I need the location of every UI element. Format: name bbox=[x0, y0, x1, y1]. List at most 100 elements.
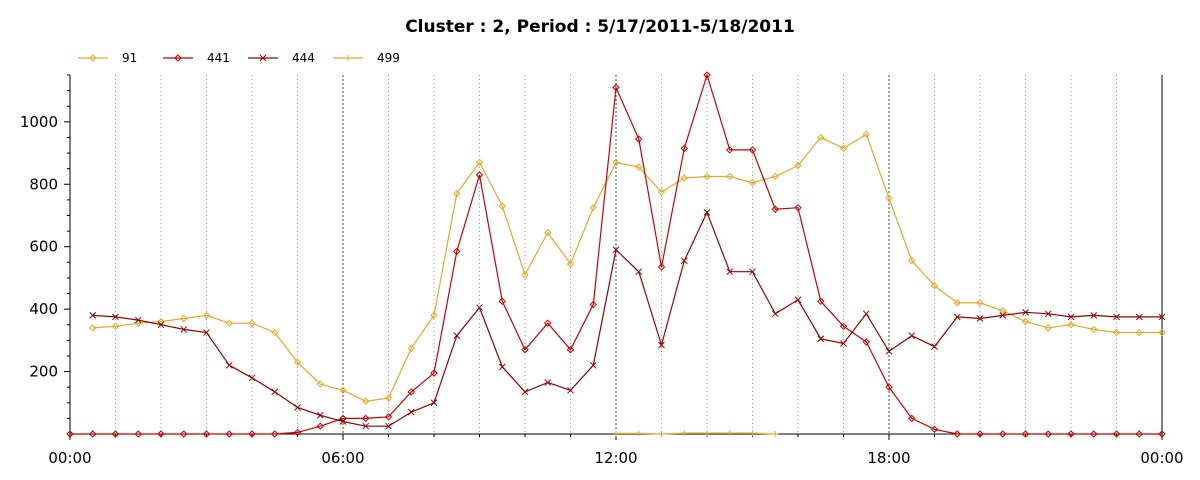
legend-marker bbox=[89, 54, 97, 62]
data-point bbox=[1112, 328, 1121, 337]
series-499 bbox=[613, 430, 779, 437]
chart-title: Cluster : 2, Period : 5/17/2011-5/18/201… bbox=[405, 17, 795, 37]
data-point bbox=[202, 311, 211, 320]
data-point bbox=[794, 203, 802, 212]
data-point bbox=[1044, 324, 1052, 332]
series-441 bbox=[66, 71, 1166, 438]
legend-label: 91 bbox=[122, 51, 137, 65]
data-point bbox=[862, 310, 870, 318]
data-point bbox=[498, 363, 506, 371]
legend-item: 444 bbox=[248, 51, 315, 65]
data-point bbox=[476, 304, 483, 311]
data-point bbox=[384, 394, 393, 402]
data-point bbox=[1021, 317, 1030, 326]
data-point bbox=[407, 344, 415, 352]
data-point bbox=[430, 369, 438, 377]
data-point bbox=[999, 312, 1007, 319]
data-point bbox=[999, 306, 1007, 315]
data-point bbox=[157, 430, 165, 438]
data-point bbox=[248, 319, 256, 327]
data-point bbox=[89, 312, 97, 319]
data-point bbox=[748, 178, 757, 187]
y-tick-label: 1000 bbox=[20, 113, 58, 131]
data-point bbox=[862, 338, 870, 346]
data-point bbox=[180, 326, 188, 333]
y-tick-label: 200 bbox=[29, 363, 58, 381]
data-point bbox=[908, 332, 916, 340]
x-tick-label: 00:00 bbox=[48, 449, 91, 467]
legend: 91 441 444 499 bbox=[78, 51, 400, 65]
data-point bbox=[612, 246, 620, 254]
series-line bbox=[70, 72, 1162, 435]
y-tick-label: 400 bbox=[29, 300, 58, 318]
data-point bbox=[589, 361, 597, 369]
data-point bbox=[817, 335, 825, 343]
data-point bbox=[840, 340, 847, 347]
data-point bbox=[908, 257, 916, 265]
data-point bbox=[293, 428, 302, 437]
data-point bbox=[635, 135, 643, 143]
data-point bbox=[817, 297, 825, 306]
data-point bbox=[544, 228, 552, 237]
data-point bbox=[749, 268, 756, 276]
data-point bbox=[294, 404, 301, 411]
data-point bbox=[453, 332, 461, 340]
data-point bbox=[635, 430, 642, 437]
data-point bbox=[1135, 313, 1143, 321]
data-point bbox=[180, 314, 188, 323]
data-point bbox=[203, 329, 210, 336]
data-point bbox=[339, 418, 347, 425]
data-point bbox=[885, 383, 893, 391]
x-tick-label: 00:00 bbox=[1140, 449, 1183, 467]
x-tick-label: 12:00 bbox=[594, 449, 637, 467]
data-point bbox=[976, 299, 984, 307]
data-point bbox=[953, 430, 961, 438]
data-point bbox=[567, 386, 574, 394]
series-444 bbox=[89, 209, 1166, 430]
data-point bbox=[316, 411, 324, 419]
data-point bbox=[862, 130, 870, 139]
data-point bbox=[362, 422, 370, 430]
data-point bbox=[976, 315, 984, 322]
data-point bbox=[1158, 313, 1166, 321]
data-point bbox=[703, 209, 711, 216]
data-point bbox=[111, 322, 120, 331]
legend-label: 444 bbox=[292, 51, 315, 65]
data-point bbox=[111, 430, 120, 438]
plot-background bbox=[70, 75, 1162, 434]
data-point bbox=[726, 172, 734, 181]
data-point bbox=[339, 386, 347, 395]
data-point bbox=[885, 347, 893, 355]
data-point bbox=[976, 430, 984, 438]
data-point bbox=[498, 297, 506, 306]
legend-item: 499 bbox=[333, 51, 400, 65]
data-point bbox=[293, 358, 302, 366]
data-point bbox=[225, 430, 233, 438]
data-point bbox=[726, 146, 734, 154]
data-point bbox=[1090, 430, 1098, 438]
legend-label: 441 bbox=[207, 51, 230, 65]
data-point bbox=[385, 422, 392, 430]
data-point bbox=[453, 247, 461, 256]
data-point bbox=[953, 299, 961, 307]
data-point bbox=[931, 343, 938, 350]
data-point bbox=[953, 313, 961, 321]
data-point bbox=[930, 425, 939, 434]
data-point bbox=[316, 380, 324, 388]
data-point bbox=[748, 146, 757, 154]
data-point bbox=[225, 319, 233, 327]
y-tick-label: 800 bbox=[29, 175, 58, 193]
data-point bbox=[726, 430, 733, 437]
data-point bbox=[635, 268, 643, 276]
data-point bbox=[430, 311, 438, 320]
data-point bbox=[794, 296, 802, 304]
data-point bbox=[794, 161, 802, 170]
data-point bbox=[703, 71, 711, 79]
series-line bbox=[616, 432, 776, 435]
data-point bbox=[430, 399, 438, 407]
data-point bbox=[1067, 430, 1075, 438]
data-point bbox=[704, 430, 710, 437]
data-point bbox=[384, 413, 393, 421]
data-point bbox=[839, 322, 848, 331]
data-point bbox=[407, 388, 415, 396]
